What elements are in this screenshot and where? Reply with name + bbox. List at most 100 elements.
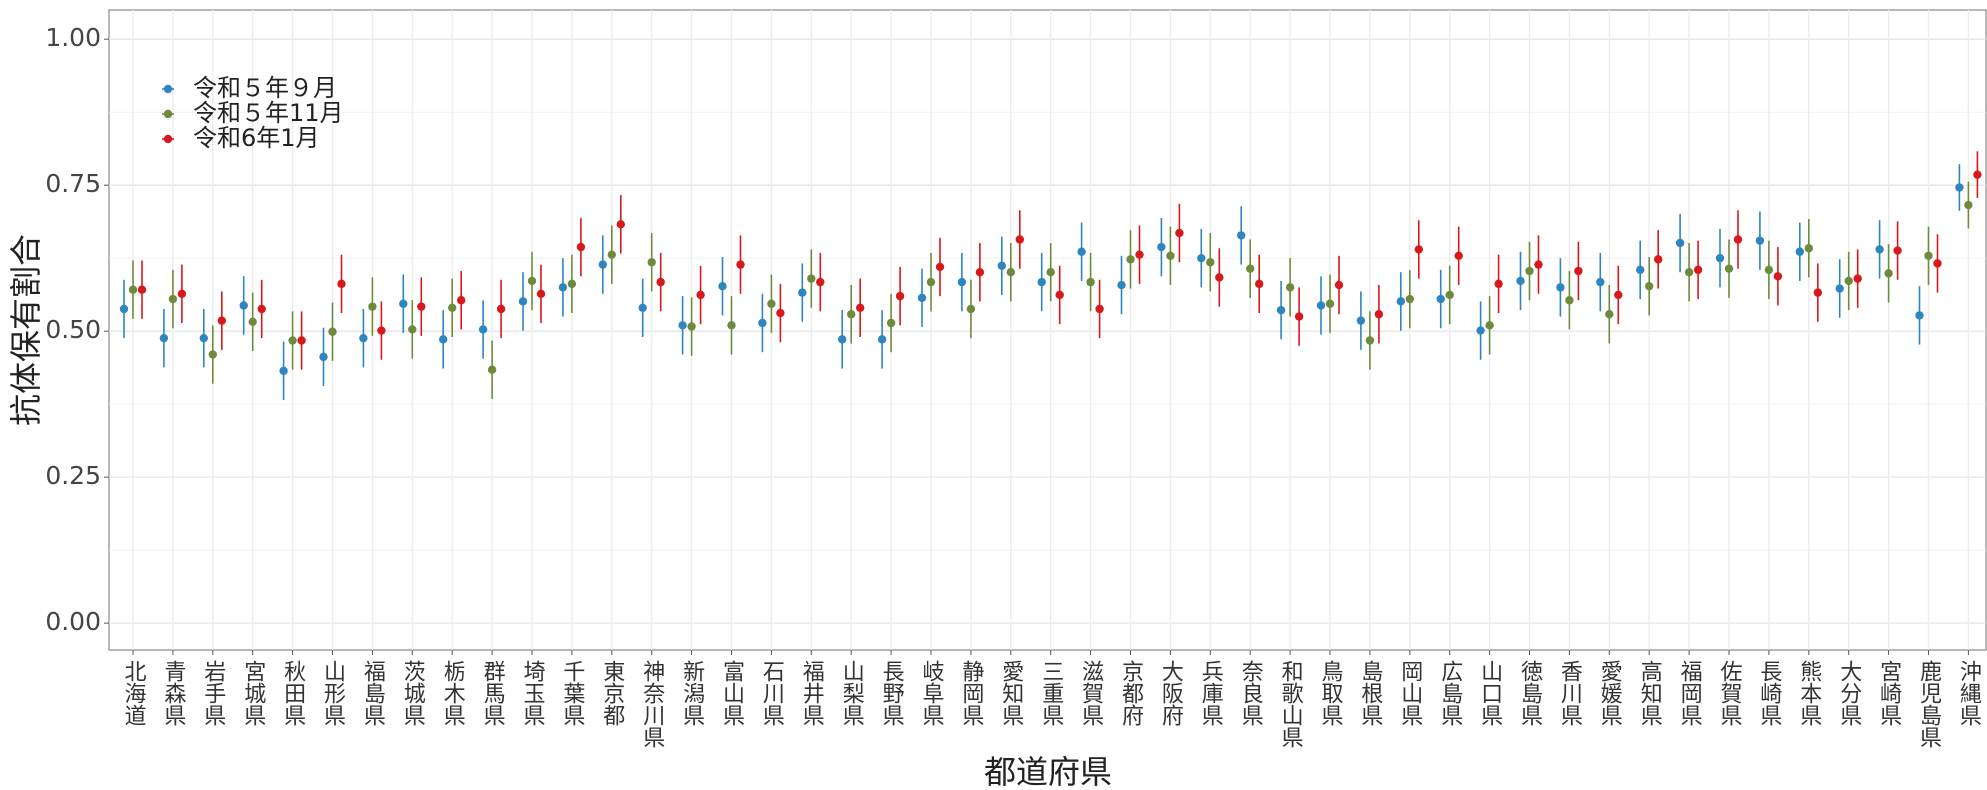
point	[288, 336, 297, 345]
point	[1525, 266, 1534, 276]
point	[417, 302, 426, 311]
x-tick-label: 長野県	[879, 660, 905, 726]
point	[1157, 242, 1166, 252]
point	[758, 318, 767, 328]
x-tick-label: 神奈川県	[639, 660, 665, 748]
point	[856, 303, 865, 313]
x-tick-label: 北海道	[121, 660, 147, 726]
x-tick-label: 島根県	[1357, 660, 1383, 726]
point	[957, 277, 967, 287]
point	[1374, 310, 1384, 319]
point	[607, 250, 616, 259]
legend-label: 令和５年11月	[193, 99, 344, 127]
point	[1494, 279, 1503, 289]
point	[1086, 277, 1095, 287]
point	[1675, 238, 1685, 248]
point	[319, 352, 328, 362]
point	[1875, 245, 1884, 254]
x-tick-label: 奈良県	[1238, 660, 1264, 726]
point	[1015, 235, 1024, 244]
point	[1246, 264, 1255, 273]
y-tick-label: 0.50	[45, 315, 101, 344]
point	[399, 299, 408, 308]
x-tick-label: 徳島県	[1517, 660, 1543, 726]
point	[1853, 274, 1862, 283]
x-tick-label: 宮城県	[240, 660, 266, 726]
legend-label: 令和6年1月	[193, 124, 320, 152]
point	[798, 288, 807, 297]
point	[1654, 255, 1663, 264]
point	[935, 262, 945, 272]
x-tick-label: 埼玉県	[520, 660, 546, 726]
point	[1095, 304, 1104, 314]
point	[1285, 283, 1295, 292]
point	[975, 267, 985, 277]
point	[297, 336, 306, 345]
x-tick-label: 長崎県	[1756, 660, 1782, 726]
legend-marker	[163, 109, 173, 119]
point	[1436, 294, 1445, 304]
point	[1915, 311, 1924, 320]
x-tick-label: 山口県	[1477, 660, 1503, 726]
x-tick-label: 石川県	[759, 660, 785, 726]
point	[1365, 336, 1375, 345]
point	[1334, 280, 1344, 290]
point	[718, 282, 727, 291]
point	[199, 333, 208, 343]
point	[647, 258, 656, 267]
x-tick-label: 大阪府	[1158, 660, 1184, 726]
point	[1414, 245, 1424, 254]
point	[337, 279, 346, 289]
point	[368, 302, 377, 311]
point	[159, 333, 169, 343]
point	[177, 289, 187, 298]
point	[1813, 288, 1823, 297]
point	[257, 304, 266, 314]
x-axis-title: 都道府県	[984, 753, 1112, 790]
point	[1126, 255, 1135, 264]
point	[457, 296, 466, 305]
point	[1215, 273, 1224, 282]
point	[1884, 269, 1893, 278]
point	[1795, 247, 1805, 256]
point	[119, 304, 129, 314]
point	[736, 260, 745, 269]
point	[448, 303, 457, 313]
point	[487, 365, 497, 374]
point	[1485, 321, 1494, 330]
x-tick-label: 静岡県	[958, 660, 984, 726]
point	[678, 321, 687, 330]
legend-marker	[163, 134, 173, 144]
point	[886, 318, 896, 328]
y-tick-label: 0.75	[45, 169, 101, 198]
x-tick-label: 栃木県	[440, 660, 466, 726]
point	[696, 290, 705, 300]
x-tick-label: 東京都	[599, 660, 625, 726]
point	[1077, 247, 1086, 256]
point	[527, 276, 537, 286]
x-tick-label: 広島県	[1437, 660, 1463, 726]
x-tick-label: 三重県	[1038, 660, 1064, 726]
point	[558, 283, 568, 292]
point	[1614, 290, 1623, 300]
x-tick-label: 熊本県	[1796, 660, 1822, 726]
legend-label: 令和５年９月	[193, 74, 337, 102]
point	[239, 301, 248, 310]
point	[1733, 235, 1743, 244]
point	[1294, 312, 1304, 321]
point	[1755, 236, 1765, 245]
point	[168, 294, 178, 304]
point	[926, 277, 936, 287]
y-tick-label: 0.25	[45, 461, 101, 490]
point	[1893, 246, 1902, 255]
point	[1764, 265, 1774, 275]
point	[217, 316, 226, 325]
point	[439, 335, 448, 344]
point	[1684, 267, 1694, 277]
x-tick-label: 群馬県	[480, 660, 506, 726]
x-tick-label: 和歌山県	[1278, 660, 1304, 748]
x-tick-label: 福井県	[799, 660, 825, 726]
point	[1476, 326, 1485, 335]
point	[807, 274, 816, 283]
point	[1715, 253, 1725, 263]
